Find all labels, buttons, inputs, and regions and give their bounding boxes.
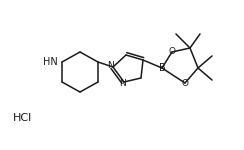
Text: B: B xyxy=(159,63,165,73)
Text: O: O xyxy=(169,48,175,57)
Text: HN: HN xyxy=(43,57,57,67)
Text: O: O xyxy=(182,78,189,87)
Text: N: N xyxy=(108,61,114,70)
Text: N: N xyxy=(119,80,125,88)
Text: HCl: HCl xyxy=(12,113,32,123)
